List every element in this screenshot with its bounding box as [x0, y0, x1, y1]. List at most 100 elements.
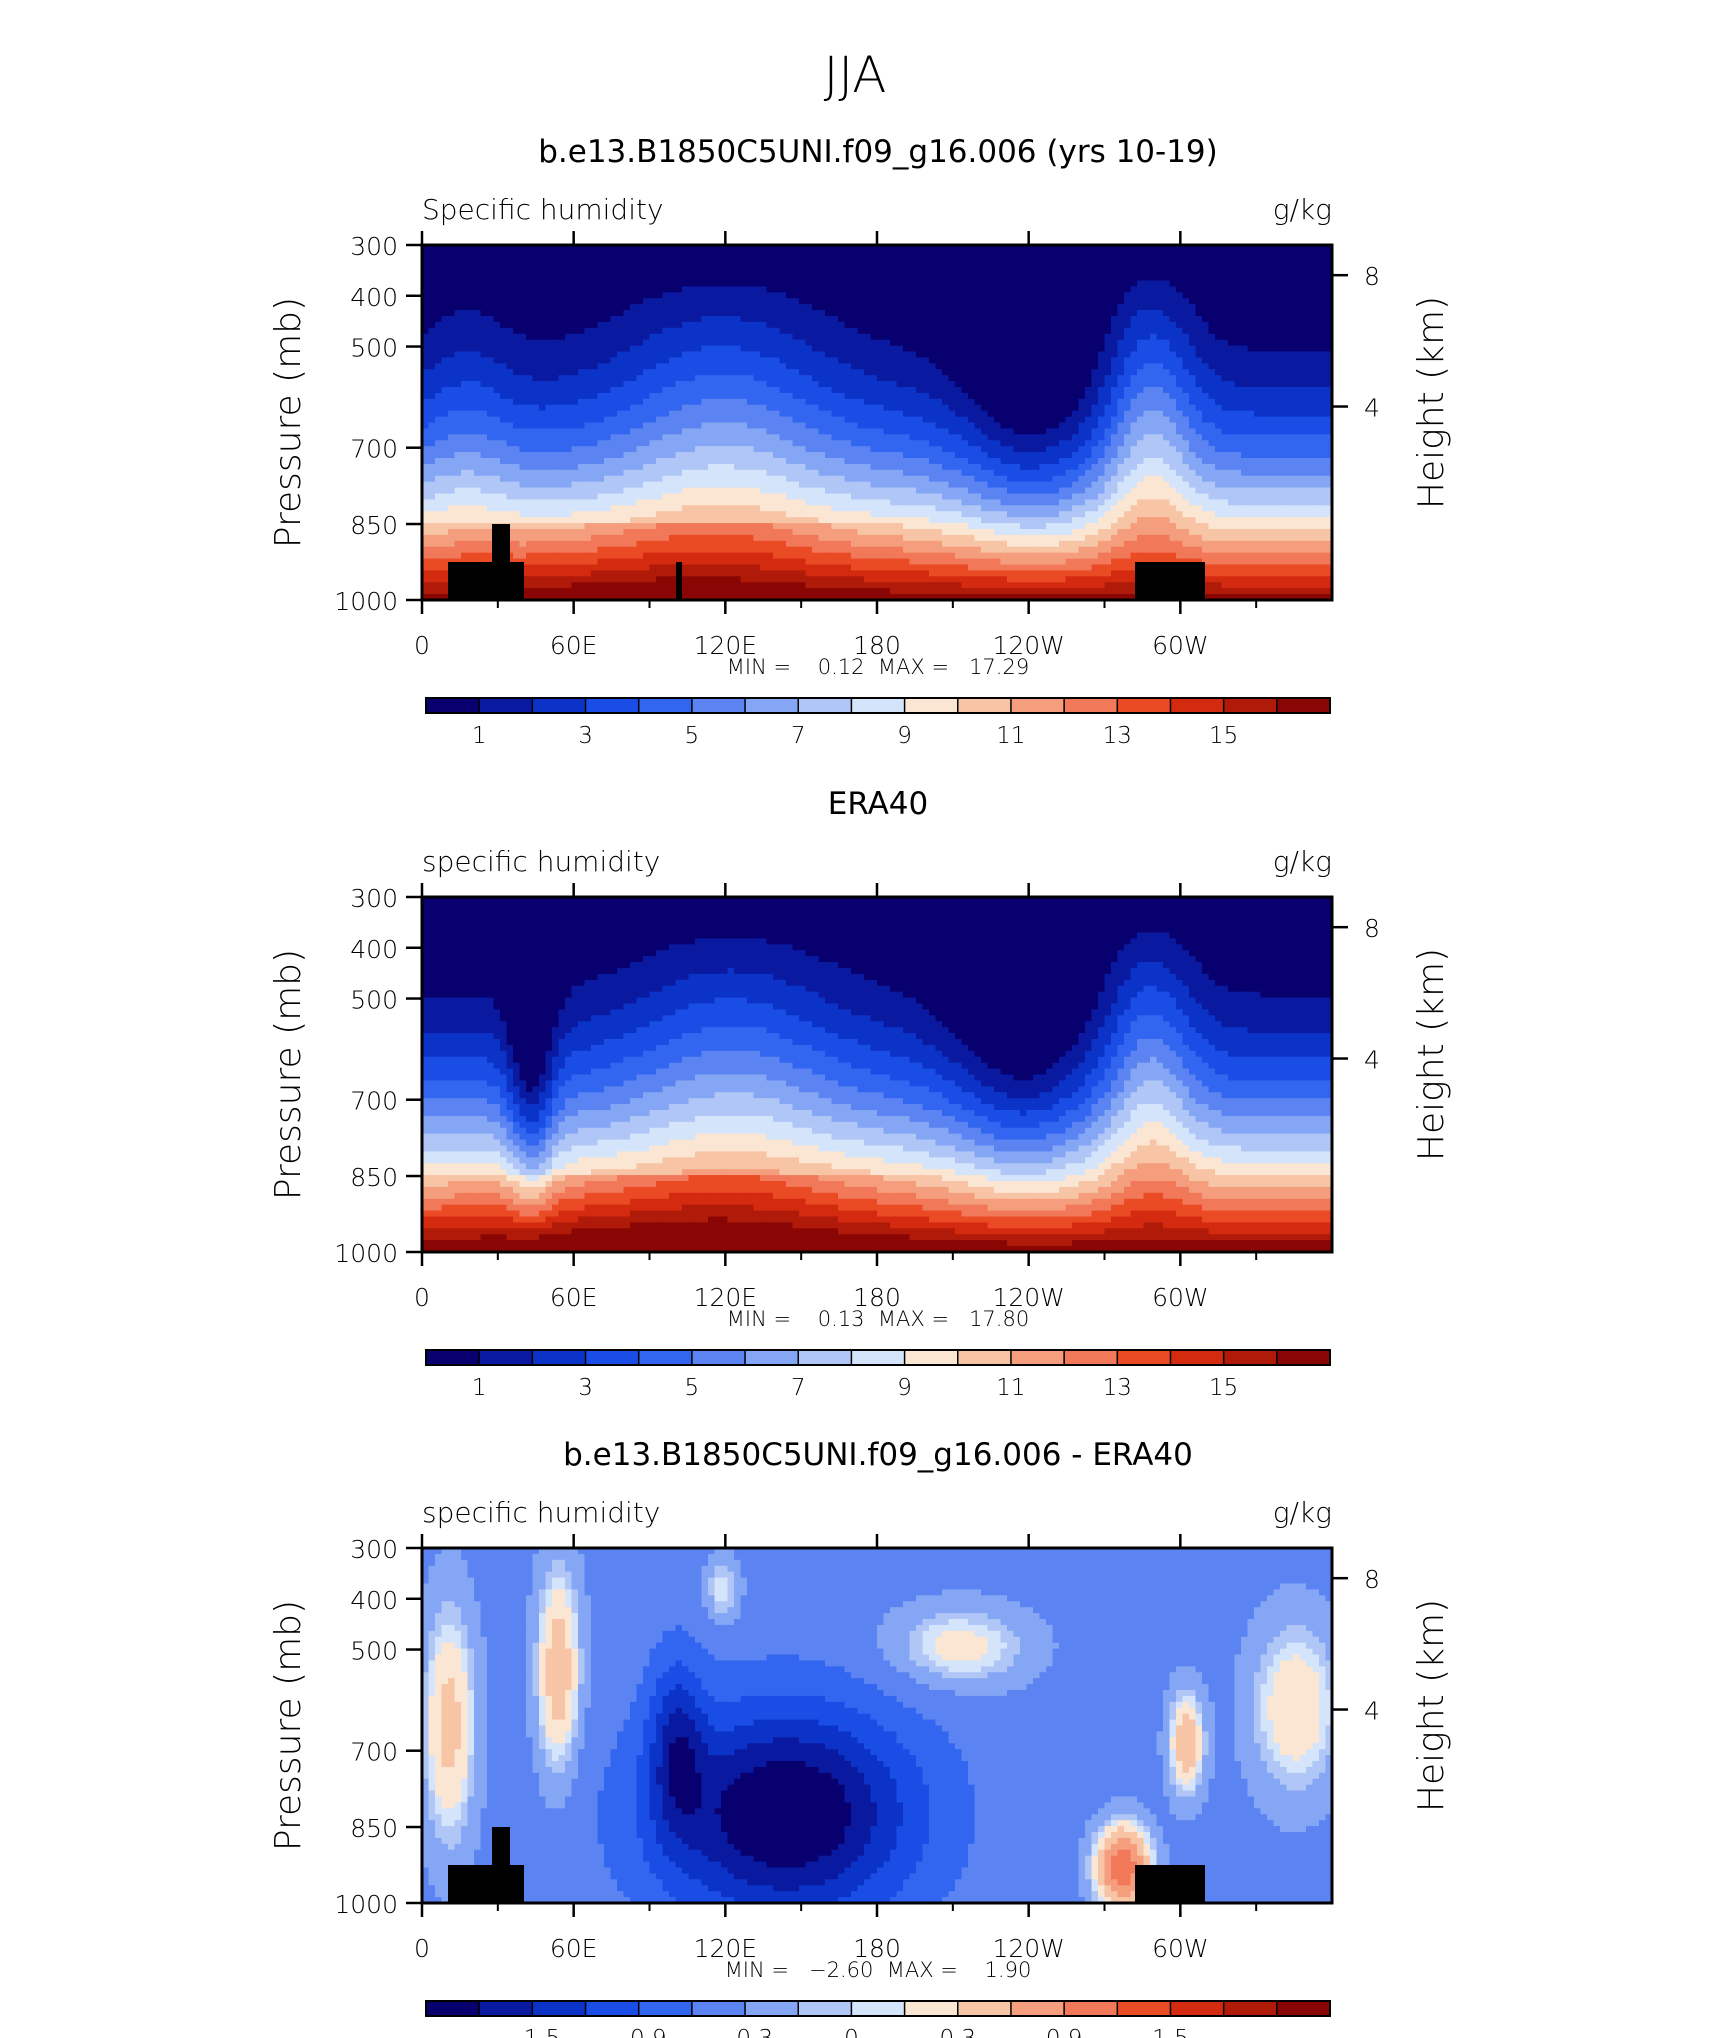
colorbar: 1 3 5 7 9 11 13 15: [426, 1350, 1331, 1401]
panel-title: ERA40: [828, 786, 929, 822]
panel-title: b.e13.B1850C5UNI.f09_g16.006 - ERA40: [563, 1437, 1193, 1473]
x-tick-label: 60W: [1152, 1283, 1209, 1312]
colorbar-box: [745, 2001, 799, 2016]
y2-tick-label: 4: [1364, 1046, 1380, 1075]
colorbar-box: [586, 1350, 640, 1365]
colorbar-box: [798, 698, 852, 713]
contour-field: [422, 897, 1333, 1253]
y-tick-label: 850: [350, 1814, 398, 1843]
figure-title: JJA: [824, 46, 887, 104]
colorbar-box: [1277, 1350, 1331, 1365]
colorbar-box: [692, 1350, 746, 1365]
y-tick-label: 1000: [334, 587, 398, 616]
colorbar-box: [479, 1350, 533, 1365]
colorbar-box: [1064, 698, 1118, 713]
y-tick-label: 1000: [334, 1239, 398, 1268]
colorbar: 1 3 5 7 9 11 13 15: [426, 698, 1331, 749]
y-tick-label: 500: [350, 986, 398, 1015]
colorbar-box: [1011, 2001, 1065, 2016]
colorbar-label: 15: [1209, 1375, 1238, 1401]
x-tick-label: 60E: [550, 631, 598, 660]
panel-title: b.e13.B1850C5UNI.f09_g16.006 (yrs 10-19): [538, 134, 1218, 170]
colorbar-box: [532, 698, 586, 713]
y-tick-label: 400: [350, 1586, 398, 1615]
y-tick-label: 1000: [334, 1890, 398, 1919]
colorbar-label: −0.9: [611, 2026, 667, 2038]
colorbar-box: [1064, 1350, 1118, 1365]
panel-1: b.e13.B1850C5UNI.f09_g16.006 (yrs 10-19)…: [268, 134, 1452, 749]
colorbar-box: [1224, 1350, 1278, 1365]
colorbar-box: [532, 1350, 586, 1365]
colorbar-label: 13: [1103, 723, 1132, 749]
colorbar-box: [479, 698, 533, 713]
y2-tick-label: 4: [1364, 394, 1380, 423]
colorbar-box: [1011, 1350, 1065, 1365]
y-tick-label: 300: [350, 884, 398, 913]
units-label: g/kg: [1273, 193, 1332, 226]
colorbar-label: 11: [996, 723, 1025, 749]
colorbar-label: 0: [844, 2026, 859, 2038]
colorbar-box: [692, 2001, 746, 2016]
colorbar-box: [639, 1350, 693, 1365]
y-tick-label: 700: [350, 435, 398, 464]
y2-tick-label: 8: [1364, 262, 1380, 291]
colorbar-label: 3: [578, 723, 593, 749]
colorbar-box: [426, 1350, 480, 1365]
colorbar-label: 7: [791, 1375, 806, 1401]
colorbar-label: 1: [472, 723, 487, 749]
min-max-label: MIN = −2.60 MAX = 1.90: [725, 1958, 1032, 1982]
colorbar-box: [479, 2001, 533, 2016]
colorbar-box: [958, 2001, 1012, 2016]
colorbar-label: 9: [897, 723, 912, 749]
y-tick-label: 300: [350, 232, 398, 261]
x-tick-label: 0: [414, 631, 430, 660]
y2-axis-label: Height (km): [1411, 296, 1452, 509]
colorbar-box: [532, 2001, 586, 2016]
colorbar-box: [1224, 2001, 1278, 2016]
colorbar-label: 7: [791, 723, 806, 749]
colorbar-box: [586, 698, 640, 713]
contour-field: [422, 1548, 1333, 1904]
colorbar-label: 9: [897, 1375, 912, 1401]
colorbar-box: [1117, 1350, 1171, 1365]
y2-axis-label: Height (km): [1411, 1599, 1452, 1812]
x-tick-label: 0: [414, 1934, 430, 1963]
colorbar-label: 3: [578, 1375, 593, 1401]
colorbar-box: [426, 2001, 480, 2016]
x-tick-label: 60W: [1152, 631, 1209, 660]
colorbar-box: [586, 2001, 640, 2016]
colorbar-label: 1: [472, 1375, 487, 1401]
colorbar-box: [426, 698, 480, 713]
colorbar-box: [905, 2001, 959, 2016]
colorbar-box: [639, 2001, 693, 2016]
colorbar-box: [851, 698, 905, 713]
y-axis-label: Pressure (mb): [268, 1600, 309, 1851]
y-axis-label: Pressure (mb): [268, 297, 309, 548]
colorbar-label: −0.3: [717, 2026, 773, 2038]
colorbar-box: [1011, 698, 1065, 713]
colorbar-label: 13: [1103, 1375, 1132, 1401]
y-tick-label: 700: [350, 1738, 398, 1767]
x-tick-label: 60E: [550, 1283, 598, 1312]
y-tick-label: 850: [350, 1163, 398, 1192]
colorbar-box: [851, 2001, 905, 2016]
variable-label: specific humidity: [422, 1496, 660, 1529]
units-label: g/kg: [1273, 845, 1332, 878]
colorbar-box: [1277, 698, 1331, 713]
colorbar-label: 15: [1209, 723, 1238, 749]
y-tick-label: 400: [350, 283, 398, 312]
colorbar-box: [745, 698, 799, 713]
x-tick-label: 0: [414, 1283, 430, 1312]
colorbar-box: [1064, 2001, 1118, 2016]
y2-tick-label: 4: [1364, 1697, 1380, 1726]
colorbar-label: −1.5: [504, 2026, 560, 2038]
colorbar-box: [1224, 698, 1278, 713]
colorbar-label: 0.3: [939, 2026, 976, 2038]
colorbar-box: [1170, 2001, 1224, 2016]
colorbar-box: [851, 1350, 905, 1365]
colorbar-label: 1.5: [1152, 2026, 1189, 2038]
y-tick-label: 850: [350, 511, 398, 540]
panel-3: b.e13.B1850C5UNI.f09_g16.006 - ERA40 spec…: [268, 1437, 1452, 2038]
